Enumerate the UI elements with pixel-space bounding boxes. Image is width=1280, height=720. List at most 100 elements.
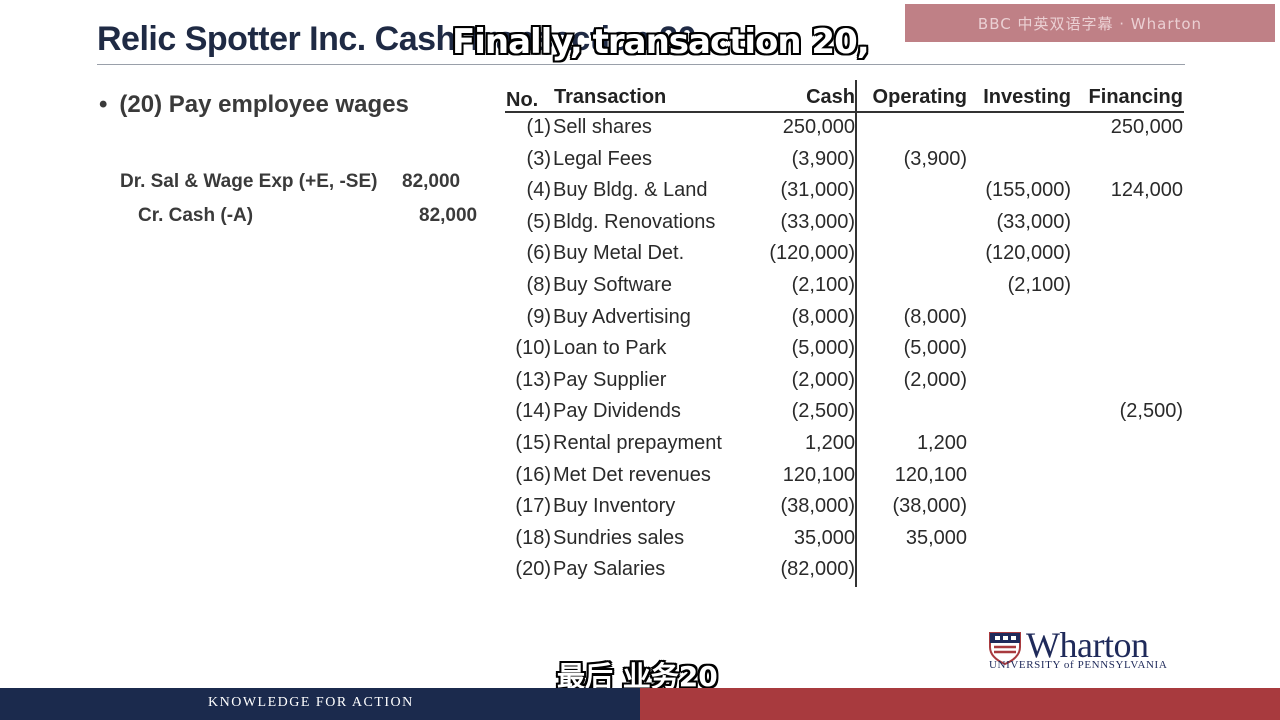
row-transaction: Buy Bldg. & Land [553, 179, 708, 201]
row-number: (9) [526, 306, 551, 328]
table-row: (5) Bldg. Renovations (33,000) (33,000) [0, 211, 1280, 243]
table-row: (14) Pay Dividends (2,500) (2,500) [0, 400, 1280, 432]
row-cash: 1,200 [804, 432, 855, 454]
caption-english: Finally, transaction 20, [452, 22, 870, 62]
wharton-logo: Wharton UNIVERSITY of PENNSYLVANIA [988, 625, 1193, 674]
row-cash: 35,000 [793, 527, 855, 549]
row-operating: 35,000 [905, 527, 967, 549]
row-number: (1) [526, 116, 551, 138]
header-transaction: Transaction [554, 86, 667, 108]
header-financing: Financing [1088, 86, 1183, 108]
row-investing: (120,000) [985, 242, 1071, 264]
row-number: (16) [515, 464, 551, 486]
table-row: (18) Sundries sales 35,000 35,000 [0, 527, 1280, 559]
bullet-point: • (20) Pay employee wages [99, 91, 409, 119]
title-rule [97, 64, 1185, 65]
row-investing: (155,000) [985, 179, 1071, 201]
bullet-dot: • [99, 91, 108, 118]
table-row: (16) Met Det revenues 120,100 120,100 [0, 464, 1280, 496]
row-transaction: Pay Supplier [553, 369, 667, 391]
table-row: (10) Loan to Park (5,000) (5,000) [0, 337, 1280, 369]
row-transaction: Pay Salaries [553, 558, 666, 580]
row-financing: (2,500) [1119, 400, 1183, 422]
row-transaction: Legal Fees [553, 148, 652, 170]
row-transaction: Sundries sales [553, 527, 685, 549]
row-number: (10) [515, 337, 551, 359]
row-operating: 1,200 [916, 432, 967, 454]
row-financing: 124,000 [1110, 179, 1183, 201]
cash-column-divider [855, 80, 857, 587]
row-number: (17) [515, 495, 551, 517]
table-row: (3) Legal Fees (3,900) (3,900) [0, 148, 1280, 180]
slide-title: Relic Spotter Inc. Cash Transaction 20 [97, 20, 696, 58]
row-number: (3) [526, 148, 551, 170]
caption-chinese: 最后 业务20 [557, 660, 718, 693]
row-number: (14) [515, 400, 551, 422]
row-cash: (2,100) [791, 274, 855, 296]
row-cash: 120,100 [782, 464, 855, 486]
table-row: (20) Pay Salaries (82,000) [0, 558, 1280, 590]
row-number: (18) [515, 527, 551, 549]
header-investing: Investing [983, 86, 1071, 108]
row-transaction: Buy Advertising [553, 306, 691, 328]
table-row: (17) Buy Inventory (38,000) (38,000) [0, 495, 1280, 527]
row-number: (6) [526, 242, 551, 264]
shield-icon [989, 632, 1021, 665]
row-operating: 120,100 [894, 464, 967, 486]
header-operating: Operating [872, 86, 967, 108]
logo-subtitle: UNIVERSITY of PENNSYLVANIA [989, 659, 1168, 671]
table-row: (8) Buy Software (2,100) (2,100) [0, 274, 1280, 306]
row-cash: 250,000 [782, 116, 855, 138]
table-row: (4) Buy Bldg. & Land (31,000) (155,000) 124,… [0, 179, 1280, 211]
journal-debit-amount: 82,000 [402, 171, 461, 192]
footer-band-red [640, 688, 1280, 720]
footer-band-navy [0, 688, 640, 720]
row-cash: (3,900) [791, 148, 855, 170]
footer-tagline: KNOWLEDGE FOR ACTION [208, 695, 414, 710]
row-number: (15) [515, 432, 551, 454]
row-transaction: Pay Dividends [553, 400, 681, 422]
row-number: (20) [515, 558, 551, 580]
row-cash: (2,000) [791, 369, 855, 391]
header-no: No. [506, 89, 539, 111]
row-operating: (5,000) [903, 337, 967, 359]
row-transaction: Buy Software [553, 274, 672, 296]
table-row: (15) Rental prepayment 1,200 1,200 [0, 432, 1280, 464]
row-cash: (5,000) [791, 337, 855, 359]
row-transaction: Buy Inventory [553, 495, 676, 517]
row-transaction: Buy Metal Det. [553, 242, 685, 264]
table-row: (9) Buy Advertising (8,000) (8,000) [0, 306, 1280, 338]
watermark: BBC 中英双语字幕 · Wharton [905, 4, 1275, 42]
header-rule [505, 111, 1184, 113]
journal-credit-label: Cr. Cash (-A) [138, 205, 254, 226]
row-transaction: Sell shares [553, 116, 652, 138]
row-transaction: Bldg. Renovations [553, 211, 716, 233]
row-cash: (2,500) [791, 400, 855, 422]
table-row: (13) Pay Supplier (2,000) (2,000) [0, 369, 1280, 401]
row-operating: (3,900) [903, 148, 967, 170]
journal-debit-label: Dr. Sal & Wage Exp (+E, -SE) [120, 171, 378, 192]
row-number: (8) [526, 274, 551, 296]
row-number: (13) [515, 369, 551, 391]
row-transaction: Loan to Park [553, 337, 667, 359]
row-transaction: Met Det revenues [553, 464, 711, 486]
table-row: (1) Sell shares 250,000 250,000 [0, 116, 1280, 148]
row-cash: (120,000) [769, 242, 855, 264]
row-transaction: Rental prepayment [553, 432, 722, 454]
table-row: (6) Buy Metal Det. (120,000) (120,000) [0, 242, 1280, 274]
row-operating: (8,000) [903, 306, 967, 328]
row-investing: (33,000) [996, 211, 1072, 233]
row-cash: (8,000) [791, 306, 855, 328]
row-cash: (38,000) [780, 495, 856, 517]
row-investing: (2,100) [1007, 274, 1071, 296]
logo-wordmark: Wharton [1026, 625, 1149, 665]
row-number: (4) [526, 179, 551, 201]
row-number: (5) [526, 211, 551, 233]
row-operating: (38,000) [892, 495, 968, 517]
journal-credit-amount: 82,000 [419, 205, 478, 226]
row-cash: (82,000) [780, 558, 856, 580]
row-financing: 250,000 [1110, 116, 1183, 138]
bullet-text: (20) Pay employee wages [119, 91, 409, 118]
row-cash: (33,000) [780, 211, 856, 233]
row-cash: (31,000) [780, 179, 856, 201]
